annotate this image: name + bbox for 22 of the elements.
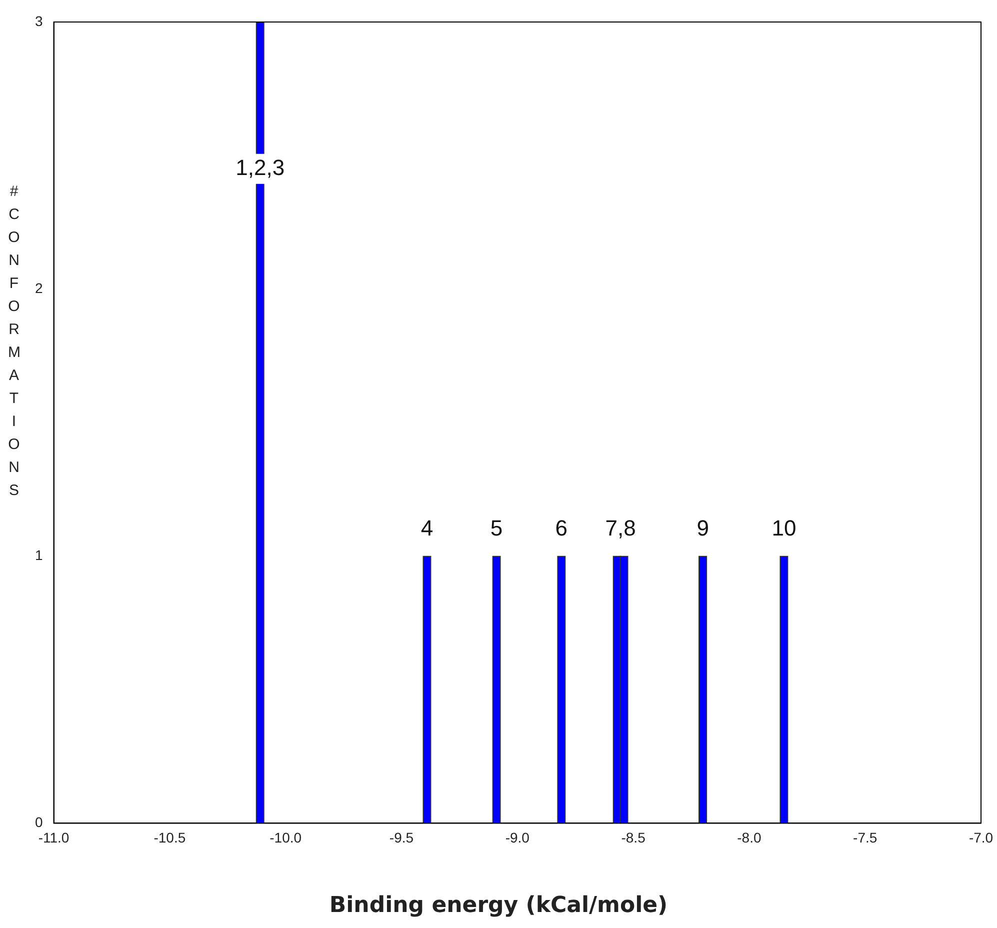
annotation: 10 bbox=[772, 515, 796, 540]
x-tick-label: -10.5 bbox=[154, 829, 186, 846]
annotation: 5 bbox=[490, 515, 503, 540]
x-tick-label: -7.0 bbox=[968, 829, 994, 846]
y-tick-label: 0 bbox=[34, 814, 43, 830]
text: #CONFORMATIONS bbox=[8, 183, 20, 499]
x-tick-label: -11.0 bbox=[38, 829, 70, 846]
x-tick-label: -8.0 bbox=[737, 829, 762, 846]
annotation: 7,8 bbox=[605, 515, 636, 540]
x-tick-label: -7.5 bbox=[853, 829, 878, 846]
y-tick-label: 1 bbox=[34, 546, 43, 563]
annotation: 9 bbox=[696, 515, 709, 540]
x-axis-title: Binding energy (kCal/mole) bbox=[328, 893, 669, 918]
x-tick-label: -9.5 bbox=[389, 829, 414, 846]
x-tick-label: -8.5 bbox=[621, 829, 646, 846]
y-tick-label: 3 bbox=[34, 12, 43, 29]
x-tick-label: -10.0 bbox=[270, 829, 302, 846]
annotation: 4 bbox=[420, 515, 434, 540]
x-tick-label: -9.0 bbox=[505, 829, 530, 846]
y-tick-label: 2 bbox=[34, 280, 43, 296]
annotation: 6 bbox=[555, 515, 568, 540]
annotation: 1,2,3 bbox=[236, 154, 285, 180]
